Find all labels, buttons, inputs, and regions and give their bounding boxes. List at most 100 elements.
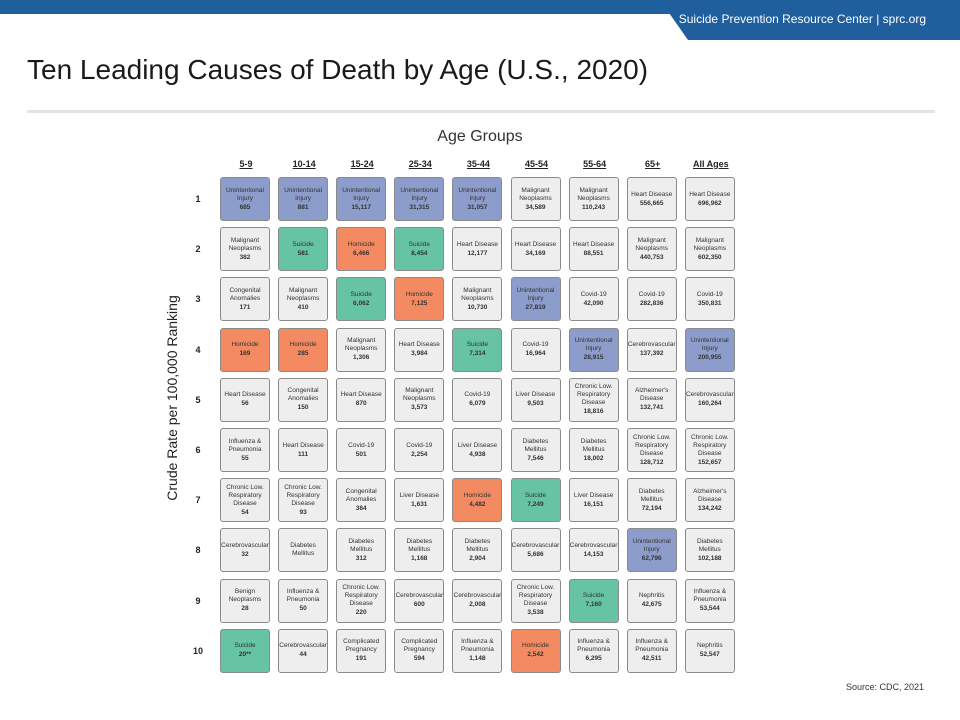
header-bar: Suicide Prevention Resource Center | spr… [0, 0, 960, 40]
cause-value: 285 [297, 350, 309, 358]
cause-name: Malignant Neoplasms [461, 286, 494, 302]
cause-value: 31,315 [409, 203, 430, 211]
cause-cell: Malignant Neoplasms 1,306 [336, 327, 387, 372]
cause-cell: Malignant Neoplasms 410 [278, 277, 329, 322]
brand-text[interactable]: Suicide Prevention Resource Center | spr… [678, 12, 926, 26]
cause-name: Diabetes Mellitus [522, 437, 549, 453]
cause-value: 169 [239, 350, 251, 358]
cause-cell: Congenital Anomalies 171 [220, 277, 270, 322]
cause-value: 600 [413, 601, 425, 609]
cause-value: 350,831 [698, 299, 722, 307]
cause-name: Heart Disease [689, 190, 731, 198]
cause-value: 1,306 [353, 354, 370, 362]
cause-value: 3,984 [411, 350, 428, 358]
cause-name: Chronic Low. Respiratory Disease [691, 433, 729, 457]
cause-value: 18,816 [583, 408, 604, 416]
cause-value: 6,079 [469, 400, 486, 408]
cause-cell: Suicide 581 [278, 227, 329, 272]
cause-name: Suicide [408, 240, 430, 248]
cause-name: Chronic Low. Respiratory Disease [342, 584, 380, 608]
cause-name: Homicide [521, 642, 550, 650]
cause-name: Suicide [582, 592, 605, 600]
cause-cell: Homicide 285 [278, 327, 329, 372]
cause-value: 34,169 [525, 249, 546, 257]
cause-value: 10,730 [467, 303, 488, 311]
cause-cell: Unintentional Injury 200,955 [684, 327, 735, 372]
cause-value: 602,350 [698, 253, 722, 261]
cause-value: 220 [355, 609, 367, 617]
cause-value: 312 [355, 554, 367, 562]
rank-label: 4 [195, 344, 201, 355]
cause-cell: Heart Disease 870 [336, 377, 387, 422]
cause-value: 2,904 [469, 554, 486, 562]
cause-name: Alzheimer's Disease [693, 487, 727, 503]
cause-cell: Cerebrovascular 32 [220, 528, 270, 573]
cause-cell: Heart Disease 111 [278, 428, 329, 472]
cause-name: Heart Disease [282, 441, 324, 449]
cause-cell: Chronic Low. Respiratory Disease 152,657 [684, 428, 735, 472]
cause-cell: Covid-19 282,836 [626, 277, 677, 322]
cause-cell: Cerebrovascular 137,392 [626, 327, 677, 372]
cause-value: 32 [241, 550, 249, 558]
cause-value: 881 [297, 203, 309, 211]
cause-value: 137,392 [639, 350, 664, 358]
cause-cell: Suicide 7,314 [452, 327, 503, 372]
cause-value: 7,249 [527, 500, 544, 508]
cause-cell: Influenza & Pneumonia 42,511 [626, 628, 677, 673]
cause-value: 7,125 [411, 299, 428, 307]
cause-value: 4,938 [469, 450, 486, 458]
cause-cell: Malignant Neoplasms 110,243 [568, 177, 619, 221]
cause-cell: Alzheimer's Disease 134,242 [684, 478, 735, 523]
cause-cell: Unintentional Injury 62,796 [626, 528, 677, 573]
cause-value: 7,546 [527, 454, 544, 462]
cause-value: 110,243 [582, 203, 606, 211]
cause-value: 9,503 [527, 400, 544, 408]
cause-name: Covid-19 [580, 290, 607, 298]
cause-cell: Chronic Low. Respiratory Disease 93 [278, 478, 329, 523]
cause-name: Heart Disease [573, 240, 615, 248]
cause-value: 1,148 [469, 655, 486, 663]
cause-name: Cerebrovascular [279, 642, 327, 650]
cause-name: Diabetes Mellitus [464, 537, 491, 553]
cause-cell: Malignant Neoplasms 382 [220, 227, 270, 272]
cause-name: Homicide [347, 240, 375, 248]
cause-cell: Covid-19 16,964 [510, 327, 561, 372]
cause-name: Covid-19 [638, 290, 665, 298]
rank-label: 10 [192, 645, 203, 656]
rank-label: 6 [195, 445, 201, 455]
cause-cell: Homicide 169 [220, 327, 270, 372]
cause-name: Liver Disease [399, 491, 439, 499]
column-header: 10-14 [292, 159, 316, 169]
cause-value: 282,836 [639, 299, 664, 307]
cause-name: Malignant Neoplasms [577, 186, 610, 202]
cause-value: 16,151 [583, 500, 604, 508]
cause-name: Cerebrovascular [221, 541, 269, 549]
cause-cell: Diabetes Mellitus 2,904 [452, 528, 503, 573]
cause-name: Suicide [292, 240, 314, 248]
cause-name: Heart Disease [514, 240, 557, 248]
cause-name: Influenza & Pneumonia [693, 588, 727, 604]
cause-value: 55 [241, 454, 249, 462]
cause-cell: Complicated Pregnancy 191 [336, 628, 387, 673]
cause-name: Unintentional Injury [342, 186, 381, 202]
cause-value: 56 [241, 400, 249, 408]
cause-cell: Congenital Anomalies 384 [336, 478, 387, 523]
cause-value: 42,090 [583, 299, 604, 307]
cause-name: Chronic Low. Respiratory Disease [516, 584, 555, 608]
cause-value: 14,153 [583, 550, 604, 558]
cause-value: 2,542 [527, 651, 544, 659]
cause-name: Homicide [289, 341, 317, 349]
cause-cell: Homicide 6,466 [336, 227, 387, 272]
column-header: 5-9 [239, 159, 253, 169]
cause-cell: Malignant Neoplasms 602,350 [684, 227, 735, 272]
cause-cell: Cerebrovascular 160,264 [684, 377, 735, 422]
cause-name: Unintentional Injury [632, 537, 671, 553]
cause-name: Malignant Neoplasms [635, 236, 668, 252]
cause-name: Heart Disease [456, 240, 498, 248]
cause-name: Unintentional Injury [516, 286, 555, 302]
cause-value: 410 [297, 303, 309, 311]
cause-value: 88,551 [583, 249, 604, 257]
cause-name: Covid-19 [464, 391, 491, 399]
cause-cell: Influenza & Pneumonia 50 [278, 578, 329, 623]
cause-cell: Chronic Low. Respiratory Disease 3,538 [510, 578, 561, 623]
